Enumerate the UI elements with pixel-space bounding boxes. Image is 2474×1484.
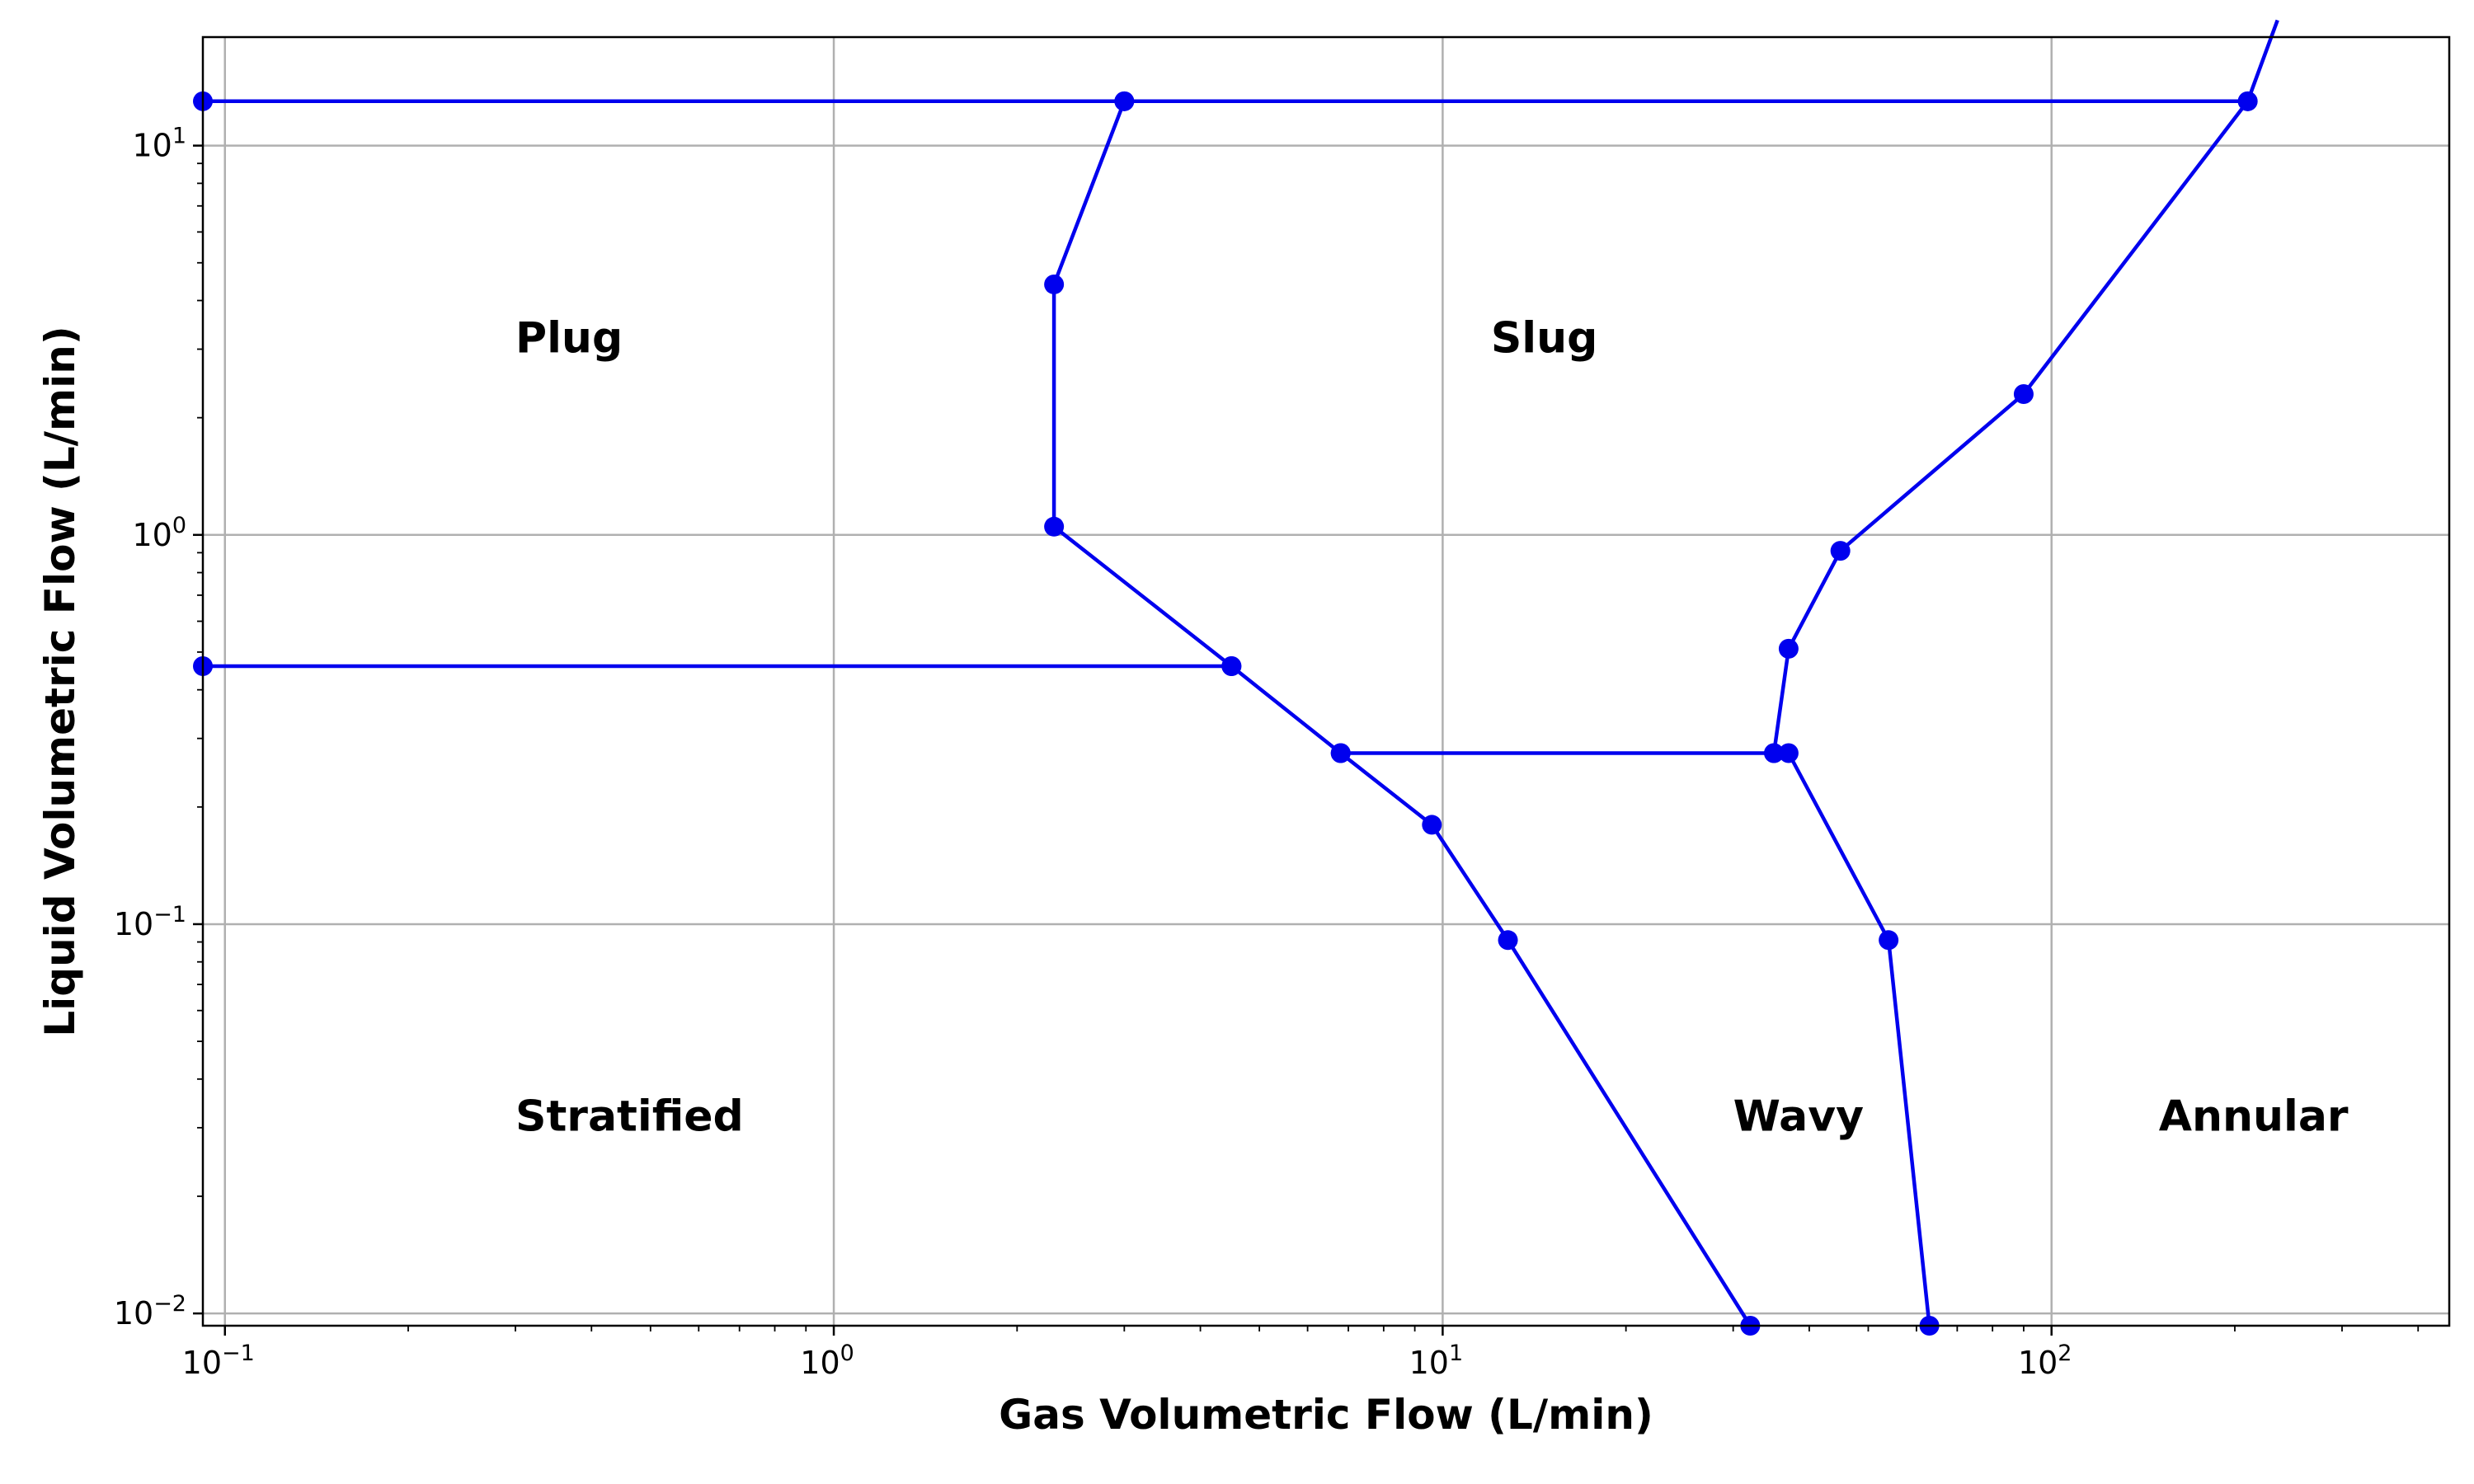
x-tick-exponent: 0 <box>840 1341 854 1366</box>
boundary-line <box>1771 100 2250 1327</box>
boundary-point <box>1044 274 1065 294</box>
boundary-line <box>1051 100 1752 1327</box>
y-tick-exponent: 1 <box>172 124 186 149</box>
plot-frame <box>201 35 2451 1327</box>
boundary-point <box>1330 743 1351 763</box>
y-tick-exponent: 0 <box>172 513 186 538</box>
boundary-point <box>1778 743 1799 763</box>
y-tick-label: 101 <box>132 124 186 164</box>
y-tick-label: 10−1 <box>114 902 186 942</box>
series-markers <box>193 91 2258 1336</box>
y-tick-exponent: −2 <box>153 1291 186 1317</box>
series-lines <box>203 19 2279 1327</box>
boundary-point <box>1778 638 1799 659</box>
region-label: Slug <box>1491 313 1598 363</box>
x-tick-label: 102 <box>2018 1341 2072 1381</box>
x-tick-label: 10−1 <box>182 1341 255 1381</box>
region-label: Plug <box>515 313 623 363</box>
x-tick-exponent: 2 <box>2058 1341 2072 1366</box>
region-label: Annular <box>2159 1092 2349 1142</box>
boundary-line <box>2246 19 2279 102</box>
boundary-point <box>1422 815 1442 835</box>
region-label: Wavy <box>1733 1092 1864 1142</box>
x-tick-label: 100 <box>800 1341 854 1381</box>
boundary-point <box>2013 383 2034 404</box>
boundary-point <box>1221 656 1242 677</box>
region-label: Stratified <box>515 1092 744 1142</box>
boundary-point <box>1044 516 1065 537</box>
x-tick-exponent: −1 <box>222 1341 255 1366</box>
y-tick-label: 100 <box>132 513 186 553</box>
y-axis-label: Liquid Volumetric Flow (L/min) <box>36 326 84 1036</box>
grid-lines <box>203 37 2449 1326</box>
y-tick-exponent: −1 <box>153 902 186 928</box>
x-axis-label: Gas Volumetric Flow (L/min) <box>999 1391 1653 1439</box>
region-labels: Plug Slug Stratified Wavy Annular <box>515 313 2349 1141</box>
boundary-point <box>2237 91 2258 111</box>
y-tick-label: 10−2 <box>114 1291 186 1331</box>
boundary-point <box>1764 743 1785 763</box>
boundary-point <box>1830 541 1851 561</box>
x-tick-label: 101 <box>1409 1341 1464 1381</box>
boundary-point <box>1498 930 1518 951</box>
boundary-point <box>1114 91 1135 111</box>
boundary-point <box>1879 930 1899 951</box>
x-tick-exponent: 1 <box>1449 1341 1463 1366</box>
